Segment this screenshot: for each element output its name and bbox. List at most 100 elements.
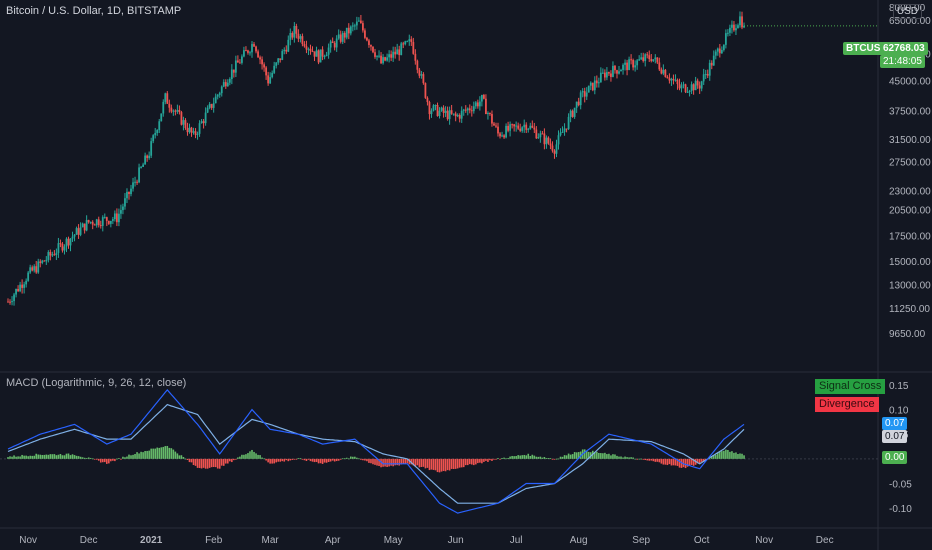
macd-hist-bar	[85, 458, 88, 459]
candle-body	[501, 135, 503, 137]
macd-hist-bar	[95, 458, 98, 460]
candle-body	[186, 128, 189, 133]
macd-hist-bar	[101, 458, 104, 463]
macd-hist-bar	[640, 458, 642, 460]
candle-body	[513, 124, 516, 127]
candle-body	[206, 107, 209, 113]
candle-body	[372, 46, 374, 53]
candle-body	[144, 155, 147, 165]
candle-body	[243, 50, 245, 57]
macd-hist-bar	[190, 458, 193, 463]
candle-body	[366, 37, 368, 41]
candle-body	[218, 93, 221, 95]
candle-body	[561, 131, 564, 133]
candle-body	[11, 301, 13, 303]
candle-body	[176, 109, 179, 112]
candle-body	[626, 62, 628, 71]
candle-body	[382, 57, 384, 64]
macd-tick-label: 0.15	[889, 381, 909, 392]
macd-hist-bar	[727, 449, 729, 459]
candle-body	[476, 102, 479, 107]
macd-hist-bar	[440, 458, 443, 472]
macd-hist-bar	[658, 458, 661, 463]
macd-hist-bar	[208, 458, 211, 468]
candle-body	[210, 104, 213, 108]
macd-hist-bar	[31, 455, 33, 459]
candle-body	[89, 221, 92, 223]
candle-body	[603, 72, 606, 78]
candle-body	[311, 51, 314, 53]
candle-body	[45, 259, 48, 262]
macd-hist-bar	[531, 454, 534, 459]
macd-hist-bar	[485, 458, 487, 461]
candle-body	[444, 110, 447, 113]
macd-hist-bar	[551, 458, 554, 460]
candle-body	[120, 210, 122, 214]
candle-body	[188, 127, 191, 133]
candle-body	[241, 56, 243, 63]
macd-hist-bar	[511, 455, 513, 459]
candle-body	[404, 41, 407, 45]
currency-button[interactable]: USD	[892, 4, 922, 19]
macd-hist-bar	[79, 456, 82, 459]
macd-hist-bar	[289, 458, 292, 461]
candle-body	[339, 34, 342, 42]
candle-body	[460, 110, 463, 119]
macd-hist-bar	[261, 457, 263, 459]
macd-hist-bar	[513, 456, 515, 459]
time-tick-label: Dec	[816, 535, 834, 546]
macd-hist-bar	[291, 458, 294, 460]
candle-body	[515, 125, 518, 127]
macd-hist-bar	[495, 458, 497, 460]
candles[interactable]	[7, 11, 745, 306]
candle-body	[113, 213, 116, 220]
macd-hist-bar	[624, 456, 626, 459]
candle-body	[593, 80, 596, 91]
macd-hist-bar	[497, 458, 499, 459]
time-tick-label: Nov	[755, 535, 773, 546]
macd-hist-bar	[319, 458, 322, 464]
candle-body	[93, 224, 96, 226]
candle-body	[7, 301, 9, 303]
candle-body	[700, 81, 703, 89]
macd-tick-label: -0.10	[889, 504, 912, 515]
macd-hist-bar	[356, 457, 358, 459]
macd-hist-bar	[672, 458, 675, 466]
candle-body	[333, 42, 336, 48]
macd-hist-bar	[13, 455, 15, 459]
candle-body	[446, 110, 449, 120]
time-tick-label: Dec	[80, 535, 98, 546]
macd-hist-bar	[362, 458, 364, 461]
candle-body	[620, 69, 622, 72]
candle-body	[277, 58, 280, 63]
macd-tick-label: -0.05	[889, 480, 912, 491]
macd-hist-bar	[394, 458, 396, 466]
candle-body	[166, 93, 169, 104]
macd-hist-bar	[226, 458, 229, 464]
macd-plot[interactable]	[0, 388, 878, 514]
price-axis: 65000.0053000.0045000.0037500.0031500.00…	[889, 3, 931, 340]
price-tick-label: 65000.00	[889, 16, 931, 27]
macd-hist-bar	[140, 451, 142, 459]
time-axis: Nov Dec 2021 Feb Mar Apr May Jun Jul Aug Sep Oct Nov…	[19, 535, 833, 546]
macd-hist-bar	[124, 457, 126, 459]
macd-hist-bar	[172, 449, 175, 459]
macd-hist-bar	[670, 458, 673, 466]
macd-hist-bar	[682, 458, 685, 468]
macd-hist-bar	[376, 458, 378, 466]
candle-body	[228, 79, 231, 83]
candle-body	[111, 219, 114, 221]
macd-hist-bar	[521, 455, 524, 459]
candle-body	[547, 137, 550, 144]
macd-hist-bar	[325, 458, 328, 463]
price-tick-label: 27500.00	[889, 157, 931, 168]
macd-hist-bar	[664, 458, 667, 465]
macd-hist-bar	[146, 450, 148, 459]
macd-hist-bar	[331, 458, 334, 461]
candle-body	[162, 101, 165, 114]
candle-body	[293, 25, 296, 38]
macd-hist-bar	[89, 457, 92, 459]
macd-value-tag: 0.07	[882, 417, 908, 430]
macd-hist-bar	[527, 453, 530, 459]
